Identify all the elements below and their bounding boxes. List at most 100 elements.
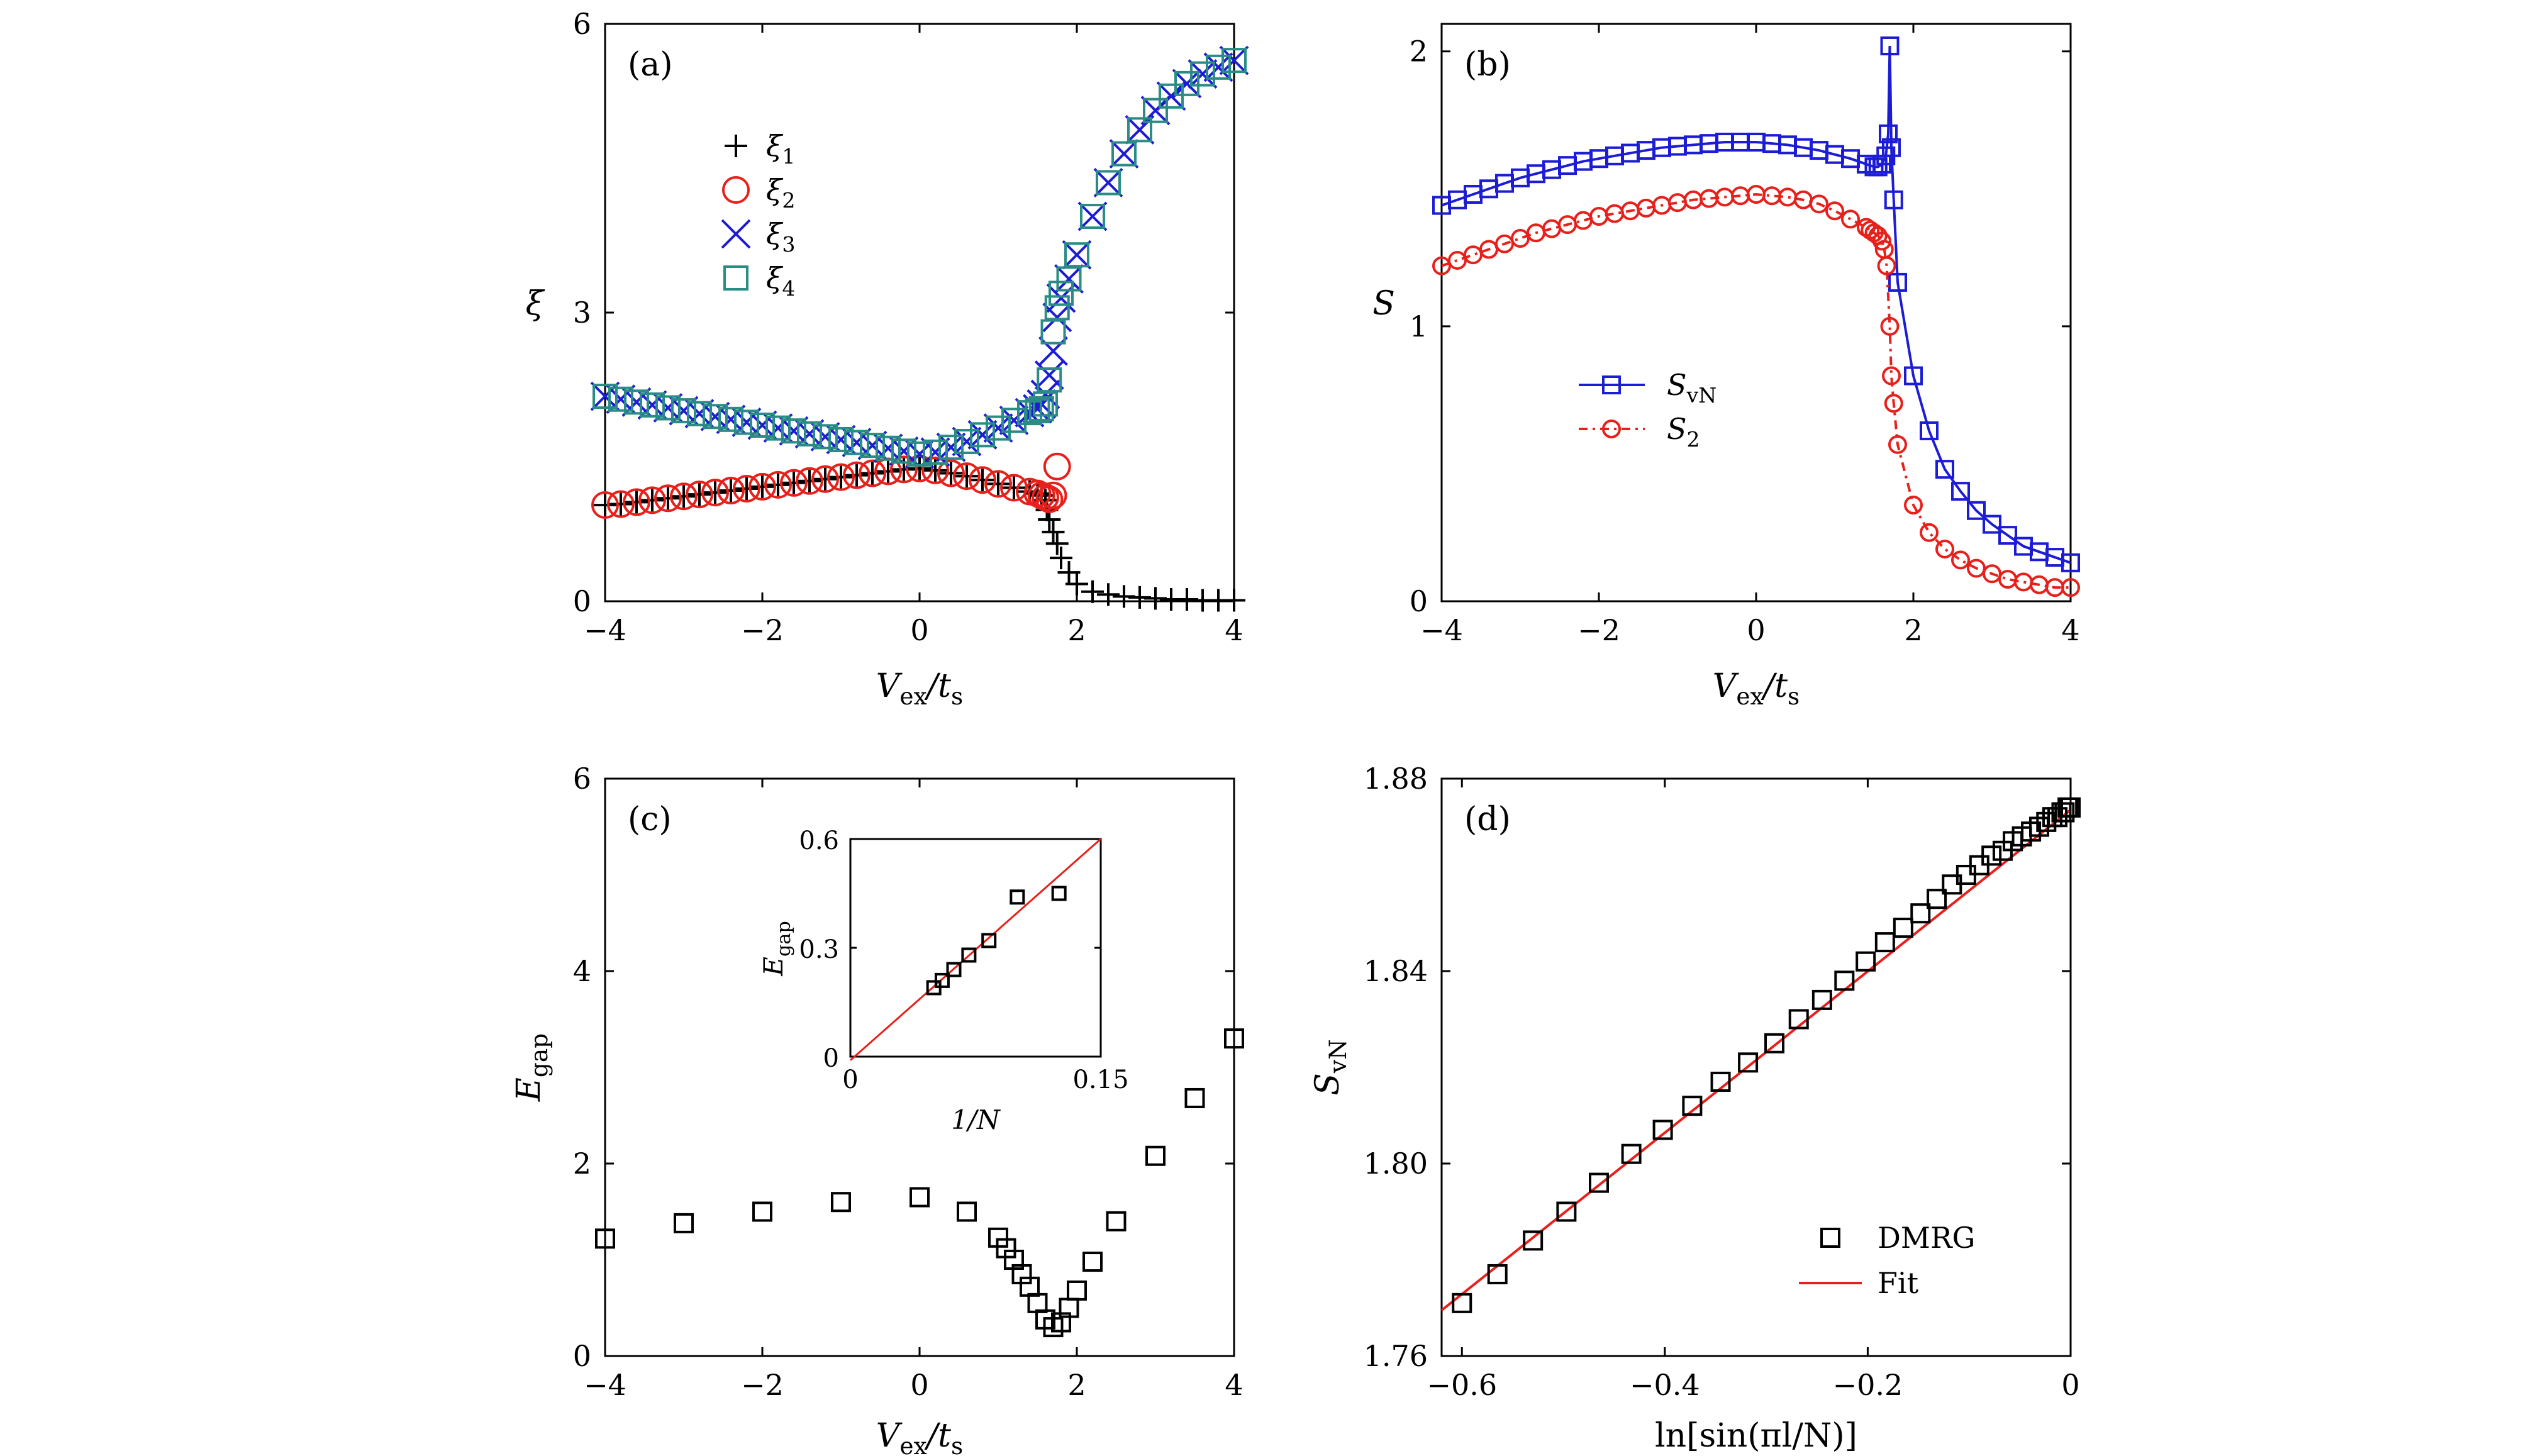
data-point <box>2061 797 2081 818</box>
data-point <box>1880 316 1900 336</box>
panel-label: (d) <box>1464 801 1511 838</box>
data-point <box>607 490 635 518</box>
data-point <box>1206 54 1231 80</box>
y-tick-label: 1 <box>1410 309 1428 343</box>
legend-marker <box>722 176 750 204</box>
x-tick-label: −0.4 <box>1630 1368 1700 1402</box>
legend-marker <box>721 219 751 249</box>
series-xi4 <box>593 48 1247 467</box>
plot-frame <box>1440 777 2072 1357</box>
data-point <box>1056 266 1082 292</box>
y-axis-label-main: S <box>1309 1073 1347 1096</box>
legend-label: ξ3 <box>766 217 795 257</box>
data-point <box>1888 435 1907 454</box>
y-axis-label-sub: gap <box>525 1033 553 1077</box>
series-dmrg <box>1452 797 2081 1313</box>
legend-label-sub: 2 <box>782 188 795 213</box>
x-tick-label: 0.15 <box>1072 1065 1128 1094</box>
legend-label: DMRG <box>1878 1221 1975 1255</box>
data-point <box>782 471 805 494</box>
data-point <box>1097 583 1120 606</box>
data-point <box>921 456 949 484</box>
data-point <box>593 384 618 409</box>
data-point <box>1935 460 1954 479</box>
data-point <box>780 469 808 497</box>
data-point <box>906 454 933 482</box>
data-point <box>957 1201 977 1222</box>
data-point <box>936 432 966 462</box>
data-point <box>1030 379 1060 409</box>
x-tick-label: 4 <box>2061 613 2079 647</box>
series-line <box>1441 193 2071 589</box>
data-point <box>830 465 852 489</box>
data-point <box>750 413 775 438</box>
x-axis-label: ln[sin(πl/N)] <box>1655 1417 1857 1455</box>
data-point <box>1106 1211 1127 1231</box>
data-point <box>734 409 759 435</box>
data-point <box>1065 572 1088 596</box>
data-point <box>954 429 979 455</box>
data-point <box>1109 139 1139 169</box>
data-point <box>2061 553 2080 572</box>
data-point <box>1145 1145 1166 1166</box>
data-point <box>1025 398 1050 424</box>
data-point <box>938 435 964 460</box>
data-point <box>1040 319 1066 345</box>
data-point <box>1983 514 2001 534</box>
y-axis-label: SvN <box>1309 1039 1352 1096</box>
series-egap <box>595 1028 1244 1338</box>
data-point <box>969 466 996 494</box>
x-axis-label-main: V <box>876 667 903 705</box>
x-tick-label: 0 <box>910 613 928 647</box>
data-point <box>1046 283 1076 313</box>
data-point <box>1810 194 1828 214</box>
x-tick-label: −0.2 <box>1833 1368 1903 1402</box>
x-tick-label: −4 <box>1420 613 1463 647</box>
legend-marker <box>1602 375 1621 394</box>
inset-data-point <box>946 962 962 977</box>
data-point <box>674 1213 694 1233</box>
legend-marker <box>725 135 747 157</box>
x-axis-label-sub2: s <box>951 682 963 710</box>
data-point <box>1589 1172 1609 1193</box>
data-point <box>595 1228 615 1249</box>
data-point <box>735 477 758 500</box>
x-axis-label-sub2: s <box>951 1432 963 1456</box>
x-tick-label: 2 <box>1067 1368 1086 1402</box>
data-point <box>845 464 868 487</box>
legend-label: Fit <box>1878 1266 1919 1300</box>
legend-label-main: ξ <box>766 261 784 295</box>
data-point <box>937 459 965 487</box>
data-point <box>1981 845 2002 866</box>
data-point <box>1054 264 1084 294</box>
data-point <box>1764 1033 1785 1053</box>
data-point <box>860 433 885 458</box>
data-point <box>1038 336 1068 366</box>
data-point <box>765 415 791 441</box>
data-point <box>844 430 869 455</box>
data-point <box>767 473 789 496</box>
y-tick-label: 3 <box>573 296 591 330</box>
data-point <box>640 392 665 418</box>
data-point <box>748 472 776 501</box>
x-axis-label: Vex/ts <box>876 1417 963 1456</box>
data-point <box>1556 1201 1577 1222</box>
data-point <box>1188 59 1218 89</box>
y-tick-label: 6 <box>573 762 591 796</box>
legend-label: ξ1 <box>766 129 795 169</box>
data-point <box>1935 539 1954 559</box>
x-axis-label-main: V <box>876 1417 903 1455</box>
data-point <box>670 482 698 511</box>
x-axis-label-slash: /t <box>924 667 952 705</box>
x-axis-label-sub: ex <box>899 1432 926 1456</box>
data-point <box>1872 231 1891 251</box>
x-tick-label: 2 <box>1904 613 1922 647</box>
data-point <box>641 489 664 512</box>
x-axis-label-sub2: s <box>1788 682 1800 710</box>
data-point <box>687 401 712 426</box>
data-point <box>1927 889 1947 909</box>
y-tick-label: 1.80 <box>1364 1147 1428 1181</box>
data-point <box>940 462 962 485</box>
